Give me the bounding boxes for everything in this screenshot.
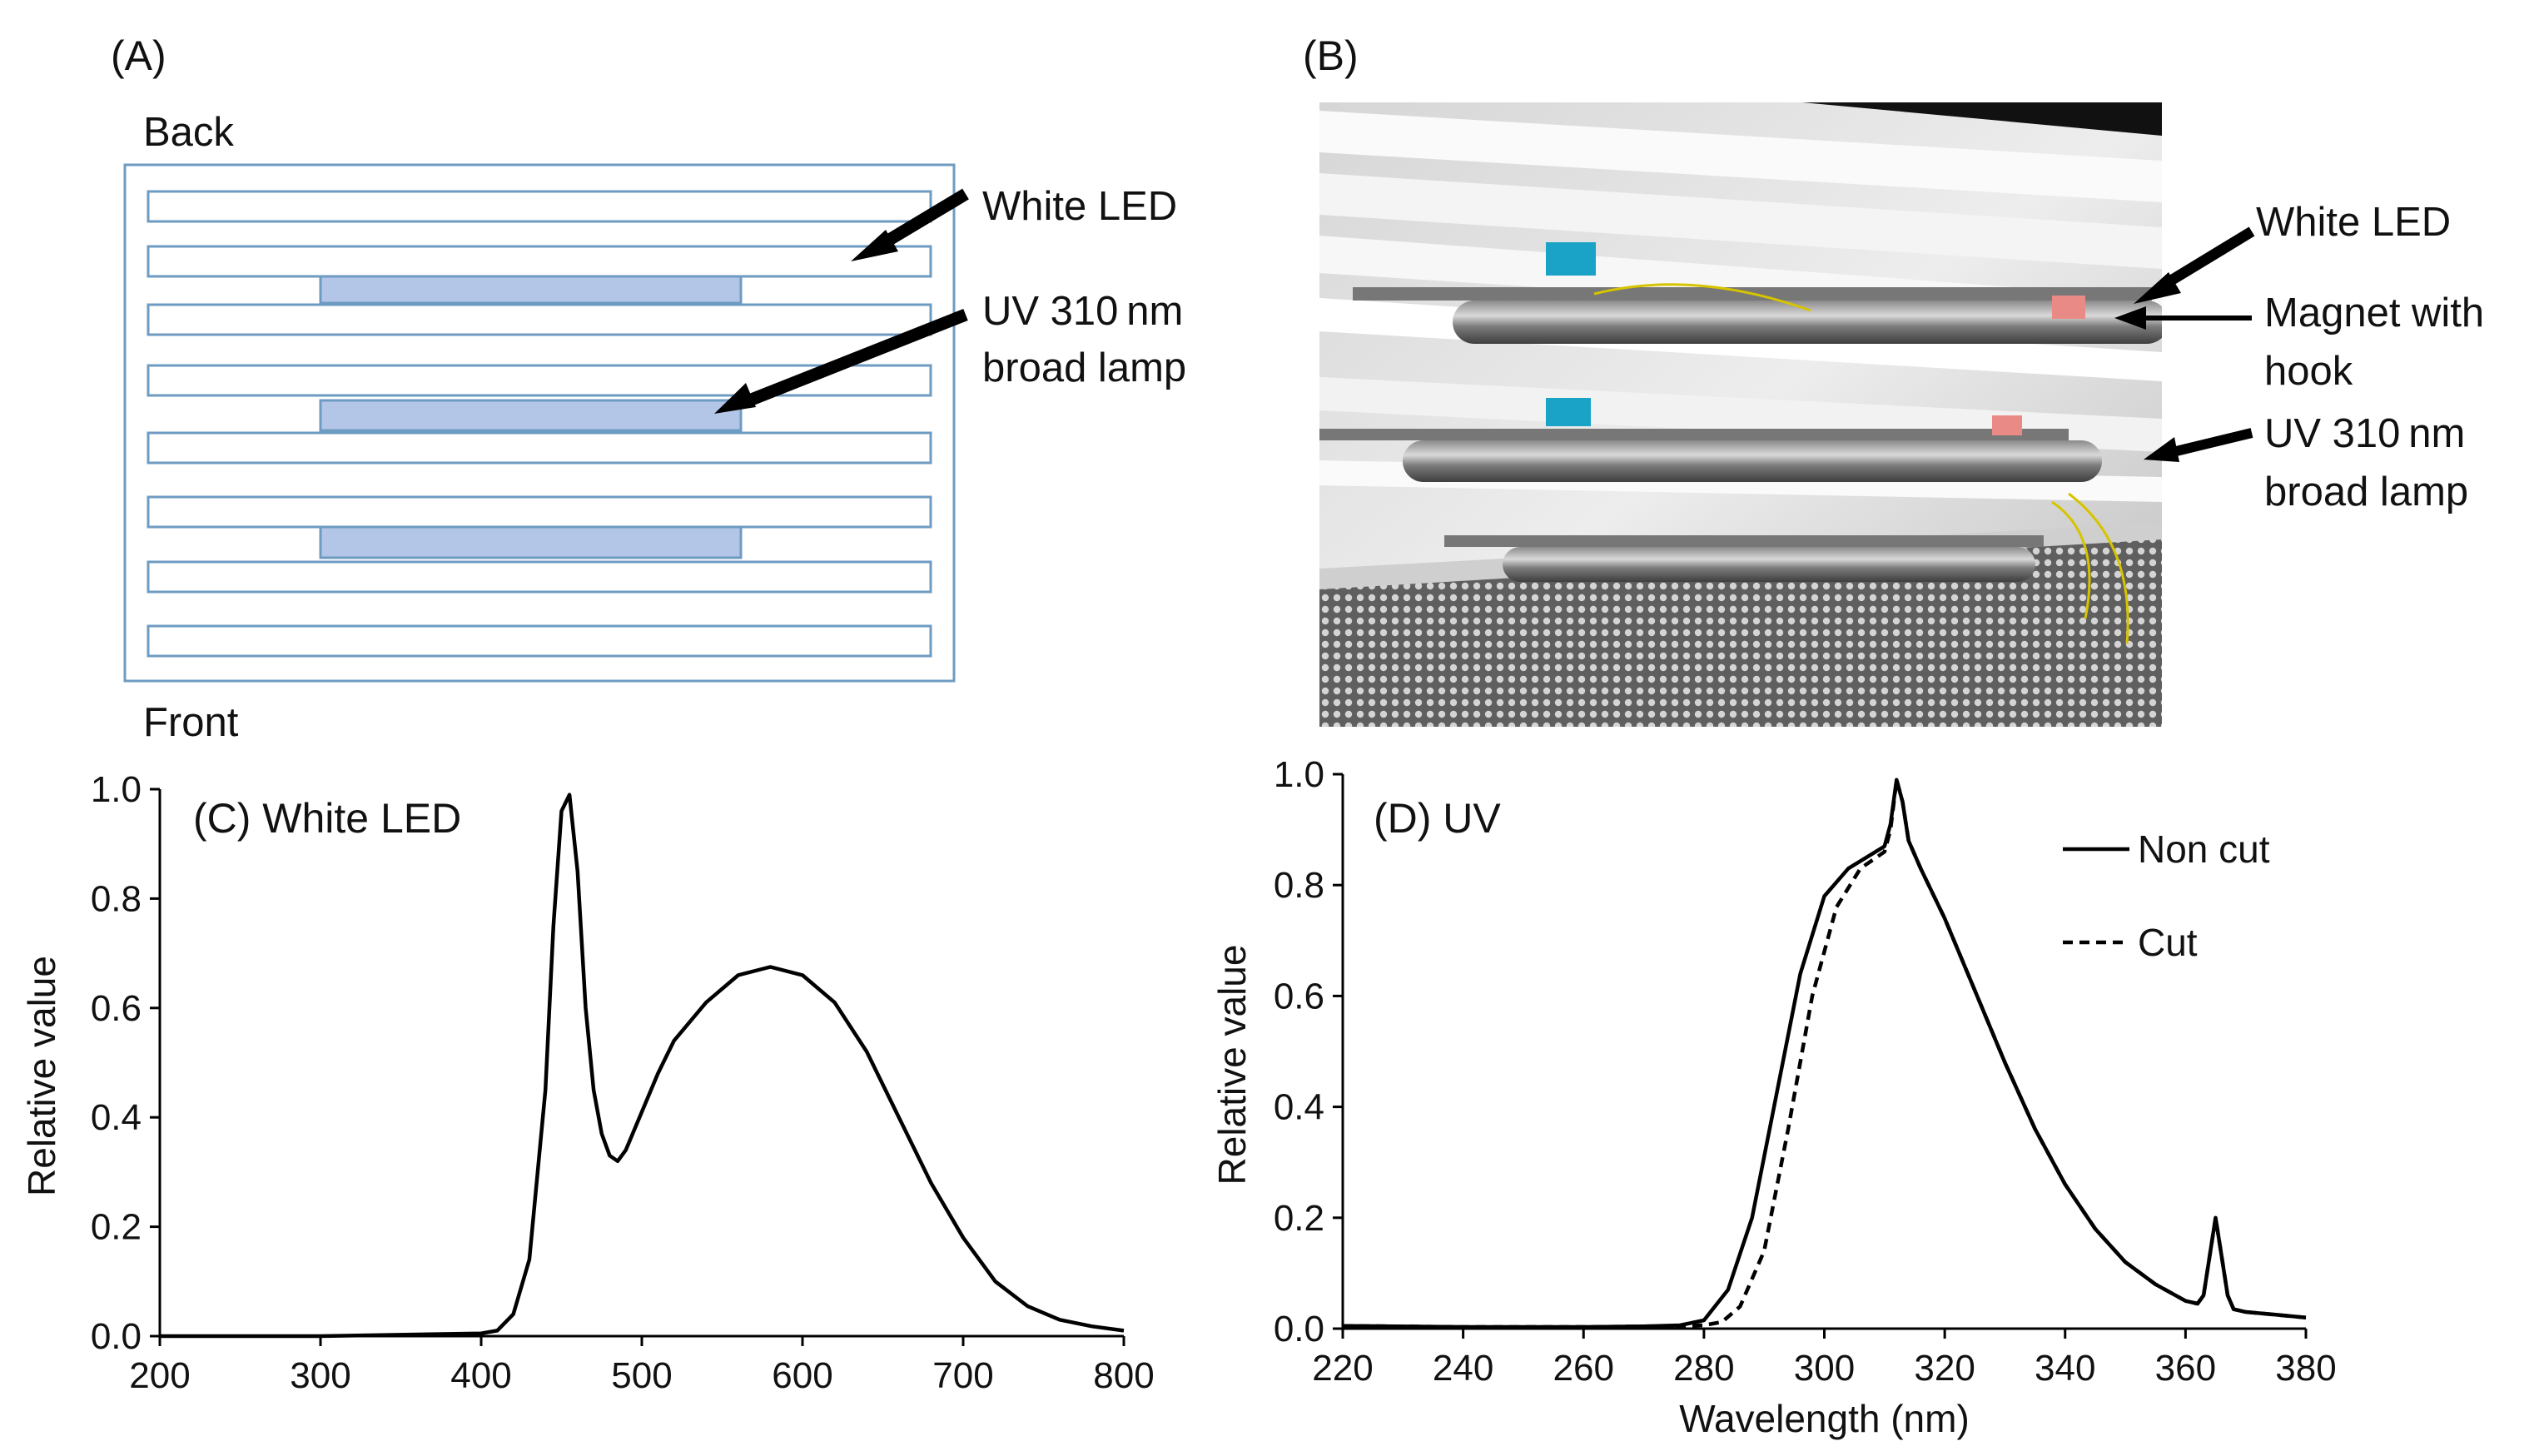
chart-d-y-tick-label: 1.0 xyxy=(1274,754,1324,795)
panel-a-letter: (A) xyxy=(111,32,166,79)
chart-c-x-tick-label: 500 xyxy=(611,1355,672,1396)
chart-c-y-tick-label: 0.8 xyxy=(91,878,142,919)
arrow-uv-lamp-b xyxy=(2171,428,2253,457)
chart-d-y-tick-label: 0.4 xyxy=(1274,1087,1324,1128)
uv-lamp-2 xyxy=(319,399,743,432)
led-tube-3 xyxy=(147,303,932,336)
panel-b-magnet-label-line2: hook xyxy=(2264,349,2353,394)
chart-d-x-tick-label: 380 xyxy=(2275,1348,2336,1389)
arrow-head-white-led-a xyxy=(851,230,898,261)
chart-c-x-tick-label: 800 xyxy=(1093,1355,1154,1396)
arrow-head-magnet-b xyxy=(2114,306,2146,330)
chart-d-y-tick-label: 0.8 xyxy=(1274,865,1324,906)
led-tube-1 xyxy=(147,190,932,223)
chart-c-y-tick-label: 1.0 xyxy=(91,769,142,810)
arrow-head-uv-lamp-a xyxy=(714,383,756,414)
chart-d-y-tick-label: 0.2 xyxy=(1274,1198,1324,1239)
chart-d-x-tick-label: 340 xyxy=(2035,1348,2095,1389)
panel-b-photo xyxy=(1319,102,2162,727)
chart-c-x-tick-label: 300 xyxy=(290,1355,350,1396)
arrow-head-uv-lamp-b xyxy=(2144,437,2179,462)
panel-b-magnet-label-line1: Magnet with xyxy=(2264,291,2485,335)
chart-d-legend-label: Cut xyxy=(2138,921,2198,964)
panel-b-letter: (B) xyxy=(1303,32,1359,79)
chart-d-x-tick-label: 320 xyxy=(1914,1348,1975,1389)
uv-lamp-1 xyxy=(319,275,743,305)
led-tube-2 xyxy=(147,245,932,278)
chart-c-y-tick-label: 0.6 xyxy=(91,988,142,1029)
uv-lamp-3 xyxy=(319,525,743,559)
panel-a-uv-label-line1: UV 310 nm xyxy=(982,289,1184,334)
chart-d-x-tick-label: 240 xyxy=(1433,1348,1493,1389)
panel-a-uv-label-line2: broad lamp xyxy=(982,345,1187,390)
chart-d-x-tick-label: 360 xyxy=(2155,1348,2216,1389)
chart-c-y-tick-label: 0.4 xyxy=(91,1097,142,1138)
panel-a-rack-diagram xyxy=(123,163,956,683)
chart-c-series-white-led xyxy=(160,793,1125,1339)
chart-c-y-tick-label: 0.0 xyxy=(91,1316,142,1357)
chart-d-x-axis-label: Wavelength (nm) xyxy=(1679,1397,1970,1440)
led-tube-8 xyxy=(147,624,932,658)
chart-d-y-tick-label: 0.6 xyxy=(1274,976,1324,1016)
chart-d-x-tick-label: 300 xyxy=(1794,1348,1855,1389)
chart-d-x-tick-label: 280 xyxy=(1673,1348,1734,1389)
panel-a-white-led-label: White LED xyxy=(982,184,1178,229)
panel-b-white-led-label: White LED xyxy=(2256,200,2452,245)
chart-c-y-tick-label: 0.2 xyxy=(91,1207,142,1248)
panel-b-uv-label-line2: broad lamp xyxy=(2264,470,2469,514)
chart-d-y-tick-label: 0.0 xyxy=(1274,1309,1324,1349)
chart-c-x-tick-label: 700 xyxy=(932,1355,993,1396)
chart-c-x-tick-label: 400 xyxy=(450,1355,511,1396)
chart-d-y-axis-label: Relative value xyxy=(1210,945,1254,1185)
panel-a-back-label: Back xyxy=(143,110,234,155)
chart-c-title: (C) White LED xyxy=(193,795,461,842)
chart-c-x-tick-label: 600 xyxy=(772,1355,832,1396)
panel-a-front-label: Front xyxy=(143,700,239,745)
arrow-uv-lamp-a xyxy=(743,309,968,408)
panel-b-uv-label-line1: UV 310 nm xyxy=(2264,411,2466,456)
arrow-head-white-led-b xyxy=(2134,272,2181,304)
chart-c-y-axis-label: Relative value xyxy=(20,956,63,1196)
led-tube-5 xyxy=(147,431,932,465)
chart-d-x-tick-label: 260 xyxy=(1553,1348,1614,1389)
chart-c-x-tick-label: 200 xyxy=(129,1355,190,1396)
chart-d-x-tick-label: 220 xyxy=(1312,1348,1373,1389)
chart-d-legend-label: Non cut xyxy=(2138,827,2270,871)
panel-b-arrows xyxy=(2114,226,2255,462)
arrow-white-led-a xyxy=(875,188,969,252)
led-tube-7 xyxy=(147,560,932,594)
panel-a-arrows xyxy=(714,188,969,414)
chart-d-title: (D) UV xyxy=(1374,795,1501,842)
chart-d-series-cut xyxy=(1342,778,2307,1329)
rack-frame xyxy=(123,163,956,683)
photo-illustration xyxy=(1319,102,2162,727)
arrow-white-led-b xyxy=(2159,226,2255,291)
